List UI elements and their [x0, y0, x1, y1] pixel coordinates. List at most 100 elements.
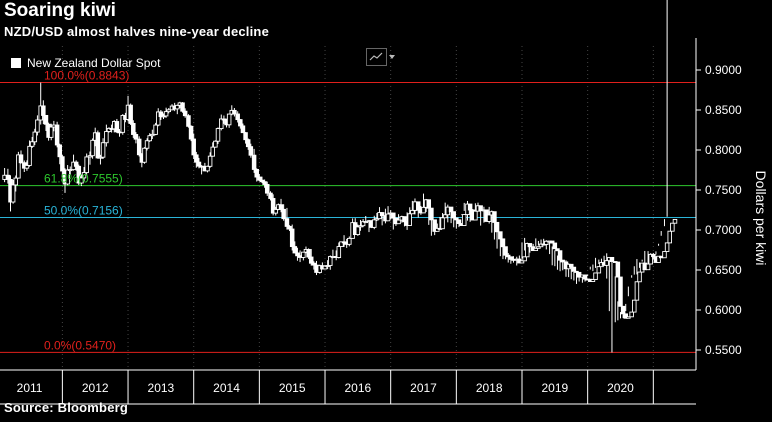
candle	[10, 179, 16, 204]
candle-layer	[2, 0, 678, 353]
candle-body-up	[24, 164, 30, 169]
x-tick-label: 2017	[410, 381, 437, 395]
candle	[27, 140, 32, 167]
candle	[18, 150, 24, 164]
candle	[210, 142, 215, 157]
candle	[264, 181, 270, 196]
candle-body-down	[500, 238, 506, 248]
candle	[372, 215, 377, 230]
candle-body-up	[155, 111, 161, 126]
level-label-layer: 100.0%(0.8843) 61.8%(0.7555) 50.0%(0.7156)…	[44, 69, 129, 353]
candle-body-down	[114, 121, 120, 133]
candle-body-down	[478, 205, 483, 212]
candle	[259, 176, 265, 184]
candle-body-up	[81, 172, 87, 179]
y-tick-label: 0.7000	[705, 223, 742, 237]
source-note: Source: Bloomberg	[4, 400, 129, 415]
x-tick-label: 2014	[213, 381, 240, 395]
candle-body-up	[648, 253, 653, 265]
candle	[131, 120, 136, 138]
candle	[153, 122, 158, 136]
candle-body-up	[336, 246, 342, 258]
candle	[620, 305, 626, 319]
candle	[240, 123, 246, 134]
candle	[95, 130, 101, 159]
candle-body-down	[549, 240, 555, 244]
candle-body-up	[629, 311, 634, 318]
candle-body-up	[670, 222, 675, 232]
candle-body-up	[328, 256, 333, 266]
candle	[161, 113, 166, 120]
candle-body-up	[106, 127, 112, 132]
candle-body-up	[442, 214, 448, 219]
candle-body-down	[128, 104, 133, 124]
candle	[582, 274, 588, 282]
candle	[175, 104, 180, 115]
candle-body-down	[54, 124, 60, 146]
candle-body-up	[325, 265, 330, 267]
y-tick-label: 0.6000	[705, 303, 742, 317]
candle	[226, 113, 232, 128]
line-chart-icon	[369, 52, 383, 61]
candle-body-down	[268, 192, 273, 199]
candle-body-up	[301, 251, 306, 258]
candle-body-up	[355, 226, 361, 236]
x-tick-label: 2015	[279, 381, 306, 395]
candle-body-up	[372, 219, 377, 228]
candle	[100, 138, 106, 159]
candle	[73, 160, 79, 171]
candle	[155, 108, 161, 127]
candle	[76, 164, 82, 186]
candle	[194, 151, 199, 168]
candle-body-down	[618, 276, 623, 307]
candle-body-down	[257, 176, 262, 181]
candle-body-down	[18, 154, 24, 164]
candle-body-up	[32, 131, 38, 143]
candle-body-down	[295, 252, 300, 257]
candle-body-down	[306, 248, 311, 258]
candle	[235, 111, 240, 123]
candle	[128, 103, 133, 126]
y-tick-label: 0.6500	[705, 263, 742, 277]
candle-body-up	[667, 230, 672, 244]
candle	[374, 212, 380, 222]
candle-body-up	[374, 218, 380, 221]
candle	[339, 241, 344, 248]
candle	[629, 275, 634, 318]
candle	[38, 82, 43, 125]
candle	[273, 206, 279, 216]
candle-body-down	[95, 132, 101, 159]
candle-body-down	[508, 256, 514, 260]
candle	[609, 256, 615, 353]
candle	[270, 194, 276, 216]
candle-body-up	[358, 225, 363, 228]
candle-body-down	[308, 256, 314, 264]
candle	[402, 216, 407, 227]
candle-body-down	[235, 113, 240, 121]
candle	[626, 286, 631, 319]
candle-body-down	[254, 168, 259, 178]
candle-body-up	[604, 260, 609, 266]
candle	[632, 266, 637, 313]
candle-body-up	[215, 128, 221, 142]
candle	[287, 225, 292, 232]
candle-body-up	[519, 260, 525, 264]
candle-body-up	[461, 214, 467, 226]
candle	[257, 174, 262, 182]
candle	[281, 204, 286, 221]
candle	[560, 259, 565, 271]
candle	[360, 219, 366, 228]
candle	[147, 133, 152, 142]
candle	[213, 140, 218, 148]
candle	[525, 242, 530, 258]
candle	[536, 240, 541, 249]
x-tick-label: 2018	[476, 381, 503, 395]
candle	[448, 206, 454, 224]
chevron-down-icon	[389, 55, 395, 59]
candle	[385, 206, 391, 222]
candle	[478, 205, 483, 226]
candle-body-down	[620, 305, 626, 315]
candle-body-up	[90, 139, 95, 157]
candle	[651, 252, 656, 260]
chart-type-button[interactable]	[366, 48, 396, 66]
